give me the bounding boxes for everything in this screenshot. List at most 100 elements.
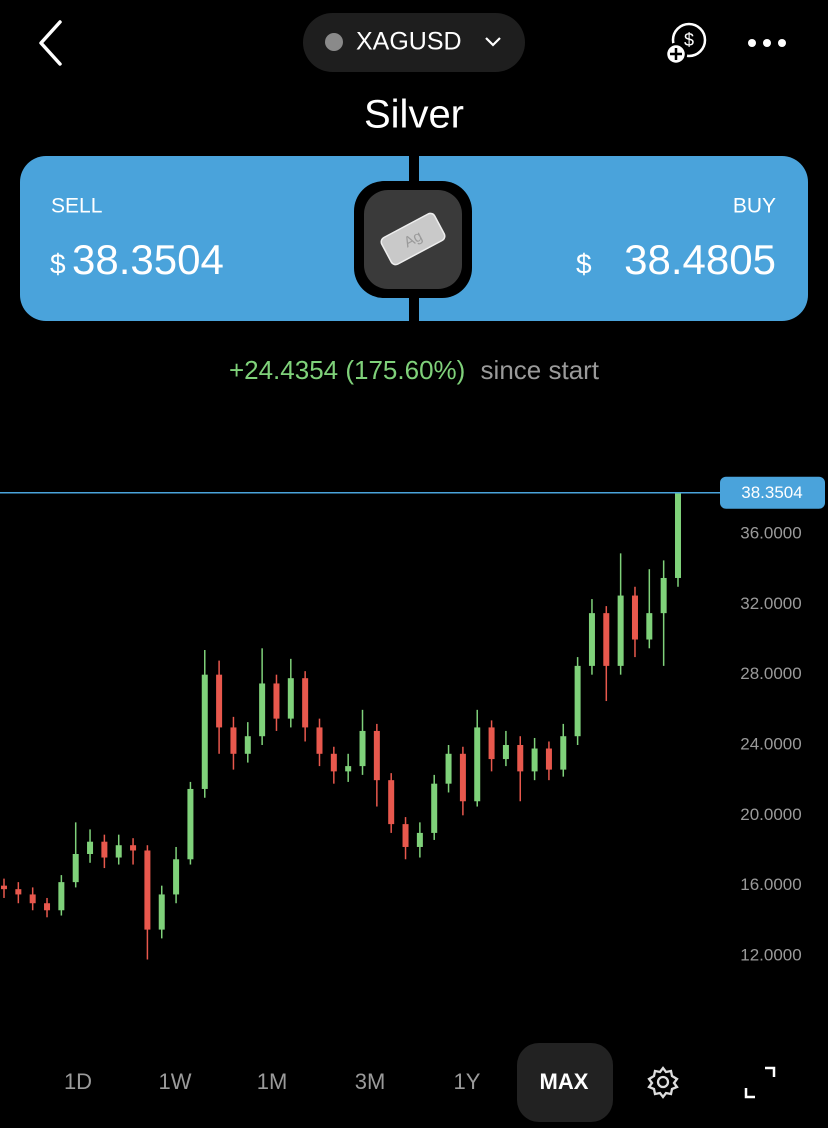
candle-body bbox=[459, 753, 466, 802]
alert-plus bbox=[670, 48, 682, 60]
chevron bbox=[485, 37, 501, 47]
candle-body bbox=[216, 674, 223, 728]
buy-price: 38.4805 bbox=[624, 236, 776, 283]
candle-body bbox=[431, 783, 438, 833]
range-tab[interactable]: 1Y bbox=[454, 1069, 481, 1094]
candle-body bbox=[72, 854, 79, 883]
candle-body bbox=[187, 788, 194, 860]
buy-button[interactable]: BUY 38.4805 $ bbox=[576, 195, 776, 284]
candle-body bbox=[388, 780, 395, 825]
status-dot bbox=[325, 33, 343, 51]
candle-body bbox=[29, 894, 36, 904]
price-tag bbox=[720, 476, 825, 509]
range-tab[interactable]: MAX bbox=[540, 1069, 589, 1094]
sell-button[interactable]: SELL $ 38.3504 bbox=[50, 195, 224, 284]
candle-body bbox=[230, 727, 237, 754]
icon-text: Ag bbox=[401, 228, 425, 252]
candle-body bbox=[603, 613, 610, 666]
settings-button[interactable] bbox=[647, 1066, 679, 1099]
sell-price: 38.3504 bbox=[72, 236, 224, 283]
alert-ring bbox=[671, 22, 707, 58]
active-tab-bg bbox=[517, 1043, 613, 1122]
candle-body bbox=[445, 753, 452, 784]
buy-label: BUY bbox=[733, 195, 776, 218]
y-tick-label: 12.0000 bbox=[740, 945, 801, 964]
silver-bar: Ag bbox=[380, 212, 446, 266]
price-tag-label: 38.3504 bbox=[741, 483, 802, 502]
symbol: XAGUSD bbox=[356, 28, 462, 56]
chart: 12.0000 16.0000 20.0000 24.0000 28.0000 32.00… bbox=[0, 476, 825, 964]
bar-shape bbox=[380, 212, 446, 266]
range-tab[interactable]: 1W bbox=[159, 1069, 192, 1094]
candle-body bbox=[660, 577, 667, 614]
candle-body bbox=[675, 492, 681, 578]
candle-body bbox=[144, 850, 151, 930]
candle-body bbox=[244, 736, 251, 754]
candle-body bbox=[259, 683, 266, 737]
candle-body bbox=[646, 613, 653, 640]
candle-body bbox=[474, 727, 481, 802]
candle-body bbox=[502, 745, 509, 760]
candle-body bbox=[287, 678, 294, 719]
candle-body bbox=[617, 595, 624, 666]
range-tab[interactable]: 3M bbox=[355, 1069, 386, 1094]
candle-body bbox=[101, 841, 108, 858]
expand-icon bbox=[744, 1066, 776, 1099]
back-button[interactable] bbox=[39, 20, 62, 66]
candle-body bbox=[345, 766, 352, 772]
candle-body bbox=[273, 683, 280, 719]
y-tick-label: 24.0000 bbox=[740, 734, 801, 753]
alert-button[interactable]: $ bbox=[664, 22, 707, 66]
candle-body bbox=[574, 665, 581, 737]
change-suffix: since start bbox=[481, 355, 600, 385]
candle-body bbox=[302, 678, 309, 728]
candle-body bbox=[531, 748, 538, 772]
candle-body bbox=[173, 859, 180, 895]
candle-body bbox=[130, 845, 137, 851]
candle-body bbox=[15, 889, 22, 895]
candle-body bbox=[316, 727, 323, 754]
sell-currency: $ bbox=[50, 248, 66, 279]
candle-body bbox=[373, 730, 380, 781]
candle-body bbox=[517, 745, 524, 772]
candle-body bbox=[87, 841, 94, 855]
sell-label: SELL bbox=[51, 195, 102, 218]
candle-body bbox=[201, 674, 208, 789]
change-value: +24.4354 (175.60%) bbox=[229, 355, 465, 385]
range-tab[interactable]: 1D bbox=[64, 1069, 92, 1094]
y-tick-label: 16.0000 bbox=[740, 875, 801, 894]
dot bbox=[763, 39, 771, 47]
gear-hub bbox=[656, 1075, 670, 1089]
range-tabs: 1D 1W 1M 3M 1Y MAX bbox=[64, 1069, 589, 1094]
candle-body bbox=[359, 730, 366, 767]
buy-currency: $ bbox=[576, 248, 592, 279]
fullscreen-button[interactable] bbox=[744, 1066, 776, 1099]
candle-body bbox=[330, 753, 337, 772]
more-button[interactable] bbox=[748, 39, 786, 47]
candle-body bbox=[115, 845, 122, 858]
candle-body bbox=[631, 595, 638, 640]
instrument-title: Silver bbox=[364, 93, 464, 137]
dot bbox=[748, 39, 756, 47]
change-row: +24.4354 (175.60%) since start bbox=[229, 355, 600, 385]
dot bbox=[778, 39, 786, 47]
symbol-selector[interactable] bbox=[303, 13, 525, 72]
y-tick-label: 36.0000 bbox=[740, 524, 801, 543]
y-tick-label: 32.0000 bbox=[740, 594, 801, 613]
candle-body bbox=[545, 748, 552, 770]
alert-dollar: $ bbox=[684, 30, 694, 50]
candle-body bbox=[58, 882, 65, 911]
gear bbox=[647, 1066, 679, 1099]
candle-body bbox=[158, 894, 165, 930]
y-tick-label: 28.0000 bbox=[740, 664, 801, 683]
candle-body bbox=[416, 832, 423, 847]
y-tick-label: 20.0000 bbox=[740, 805, 801, 824]
candle-body bbox=[588, 613, 595, 666]
candle-body bbox=[560, 736, 567, 770]
candle-body bbox=[402, 824, 409, 847]
candle-body bbox=[44, 903, 51, 911]
range-tab[interactable]: 1M bbox=[257, 1069, 288, 1094]
candle-body bbox=[488, 727, 495, 760]
